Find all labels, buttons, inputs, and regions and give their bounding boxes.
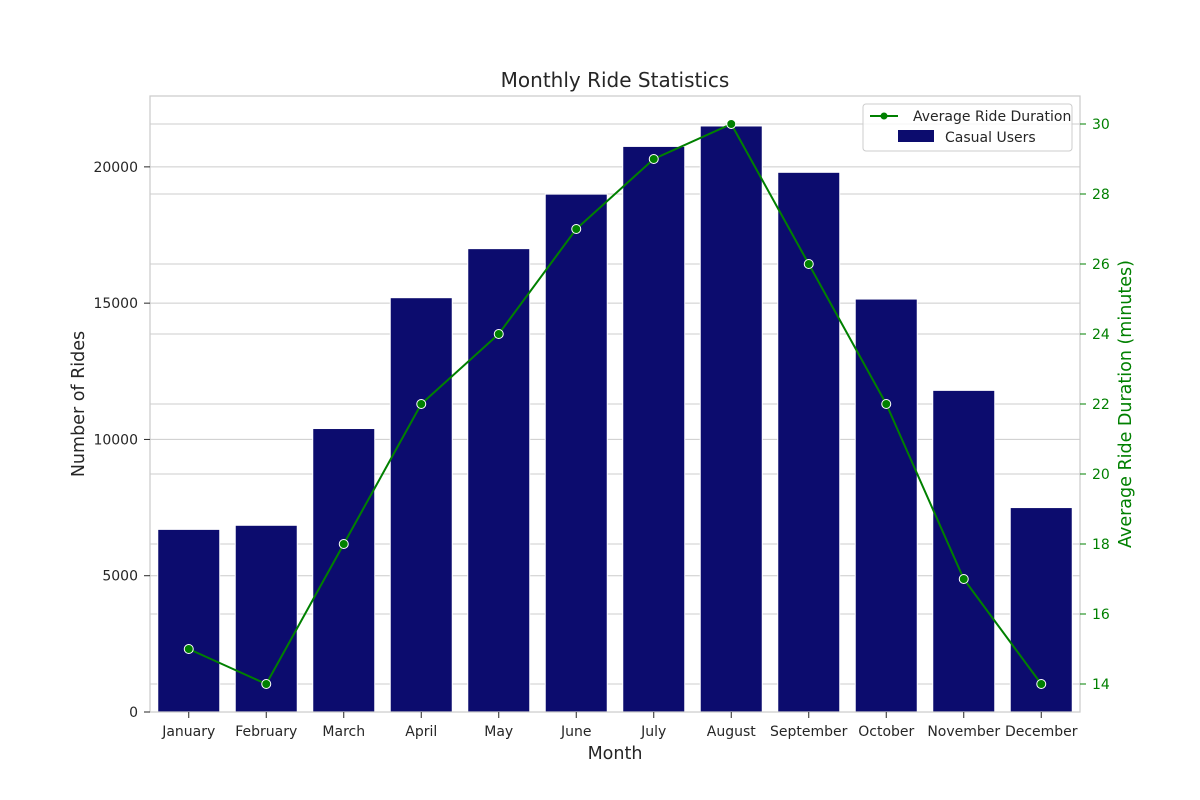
y2-axis-label: Average Ride Duration (minutes) [1116, 260, 1136, 548]
bar-january [157, 528, 221, 713]
y-tick-label: 5000 [102, 569, 138, 585]
bar-march [312, 428, 376, 713]
bar-may [467, 248, 531, 713]
y2-tick-label: 22 [1092, 397, 1110, 413]
x-axis-label: Month [588, 744, 643, 764]
duration-point-december [1036, 679, 1047, 689]
duration-point-july [648, 154, 659, 164]
x-axis-ticks: January February March April May June July Augu… [161, 712, 1078, 740]
x-tick-label: September [770, 724, 848, 740]
duration-line [188, 122, 1043, 686]
y2-tick-label: 28 [1092, 187, 1110, 203]
legend-marker-swatch [880, 112, 888, 120]
duration-point-march [338, 539, 349, 549]
bar-april [389, 297, 453, 713]
x-tick-label: January [161, 724, 215, 740]
y2-tick-label: 14 [1092, 677, 1110, 693]
y2-tick-label: 24 [1092, 327, 1110, 343]
bar-september [777, 171, 841, 713]
legend-label-duration: Average Ride Duration [913, 109, 1071, 125]
duration-point-august [726, 119, 737, 129]
duration-point-october [881, 399, 892, 409]
y-tick-label: 15000 [93, 296, 138, 312]
y2-tick-label: 20 [1092, 467, 1110, 483]
x-tick-label: June [560, 724, 592, 740]
duration-point-november [958, 574, 969, 584]
x-tick-label: October [858, 724, 914, 740]
grid-right [150, 123, 1080, 685]
y-axis-right-ticks: 14 16 18 20 22 24 26 28 30 [1080, 117, 1110, 693]
bar-december [1009, 507, 1073, 713]
duration-point-september [803, 259, 814, 269]
duration-point-june [571, 224, 582, 234]
duration-point-january [183, 644, 194, 654]
x-tick-label: August [707, 724, 757, 740]
duration-point-february [261, 679, 272, 689]
legend-bar-swatch [898, 130, 934, 142]
x-tick-label: December [1005, 724, 1078, 740]
x-tick-label: July [640, 724, 666, 740]
bar-october [854, 298, 918, 713]
y-tick-label: 0 [129, 705, 138, 721]
duration-point-may [493, 329, 504, 339]
x-tick-label: November [927, 724, 1000, 740]
legend-label-casual: Casual Users [945, 130, 1036, 146]
x-tick-label: March [322, 724, 365, 740]
bar-july [622, 145, 686, 713]
y-axis-left-ticks: 0 5000 10000 15000 20000 [93, 160, 150, 721]
duration-point-april [416, 399, 427, 409]
bar-august [699, 125, 763, 713]
chart-title: Monthly Ride Statistics [501, 68, 730, 92]
x-tick-label: April [405, 724, 437, 740]
bar-november [932, 389, 996, 713]
y-tick-label: 20000 [93, 160, 138, 176]
y2-tick-label: 16 [1092, 607, 1110, 623]
line-series [183, 119, 1047, 689]
y2-tick-label: 30 [1092, 117, 1110, 133]
y2-tick-label: 18 [1092, 537, 1110, 553]
x-tick-label: February [235, 724, 297, 740]
y-axis-label: Number of Rides [69, 331, 89, 477]
legend: Average Ride Duration Casual Users [862, 103, 1073, 152]
y-tick-label: 10000 [93, 432, 138, 448]
bar-june [544, 193, 608, 713]
y2-tick-label: 26 [1092, 257, 1110, 273]
x-tick-label: May [484, 724, 513, 740]
